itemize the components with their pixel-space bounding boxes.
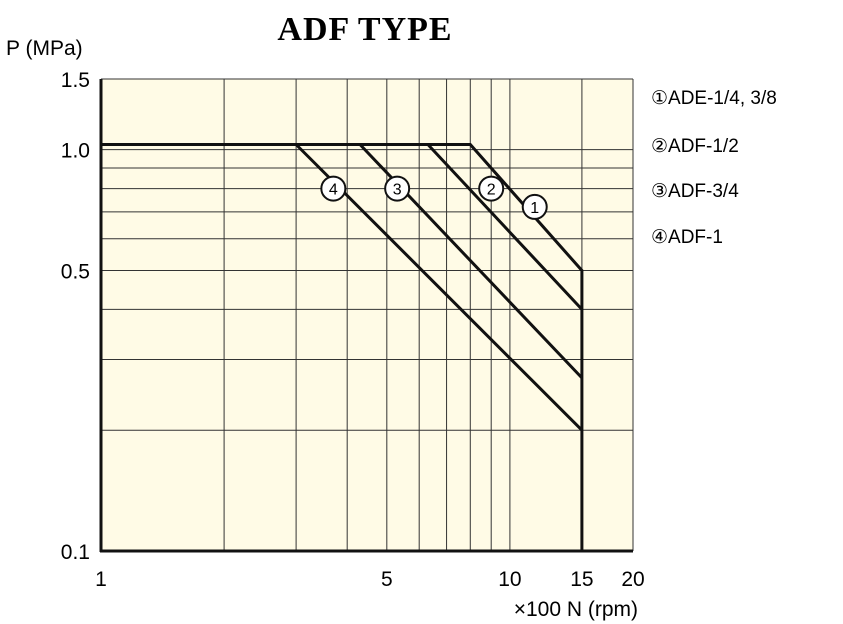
series-marker-2: 2 — [478, 175, 505, 202]
axes — [99, 79, 633, 553]
series-line-2 — [426, 143, 583, 311]
x-tick-label: 15 — [570, 568, 593, 591]
chart-title: ADF TYPE — [277, 11, 452, 48]
series-markers: 1 2 3 4 — [320, 175, 548, 220]
series-marker-4: 4 — [320, 175, 347, 202]
y-tick-label: 1.5 — [61, 69, 90, 92]
marker-circle — [320, 175, 347, 202]
y-tick-label: 0.1 — [61, 541, 90, 564]
x-tick-label: 10 — [498, 568, 521, 591]
legend-entry-1: ①ADE-1/4, 3/8 — [651, 88, 777, 109]
marker-circle — [384, 175, 411, 202]
marker-label: 2 — [487, 182, 496, 199]
legend-entry-3: ③ADF-3/4 — [651, 181, 739, 202]
legend-entry-2: ②ADF-1/2 — [651, 136, 739, 157]
y-tick-label: 1.0 — [61, 140, 90, 163]
legend: ①ADE-1/4, 3/8 ②ADF-1/2 ③ADF-3/4 ④ADF-1 — [651, 88, 777, 248]
tick-labels: 1 5 10 15 200.10.51.01.5 — [61, 69, 645, 591]
y-axis-label: P (MPa) — [6, 37, 83, 60]
marker-circle — [478, 175, 505, 202]
legend-entry-4: ④ADF-1 — [651, 227, 723, 248]
series-marker-1: 1 — [521, 193, 548, 220]
x-tick-label: 5 — [381, 568, 393, 591]
marker-label: 1 — [530, 200, 539, 217]
marker-label: 4 — [329, 182, 338, 199]
x-axis-label: ×100 N (rpm) — [514, 598, 638, 621]
plot-area — [101, 79, 633, 551]
series-marker-3: 3 — [384, 175, 411, 202]
x-tick-label: 20 — [621, 568, 644, 591]
x-tick-label: 1 — [95, 568, 107, 591]
y-tick-label: 0.5 — [61, 260, 90, 283]
marker-circle — [521, 193, 548, 220]
marker-label: 3 — [393, 182, 402, 199]
